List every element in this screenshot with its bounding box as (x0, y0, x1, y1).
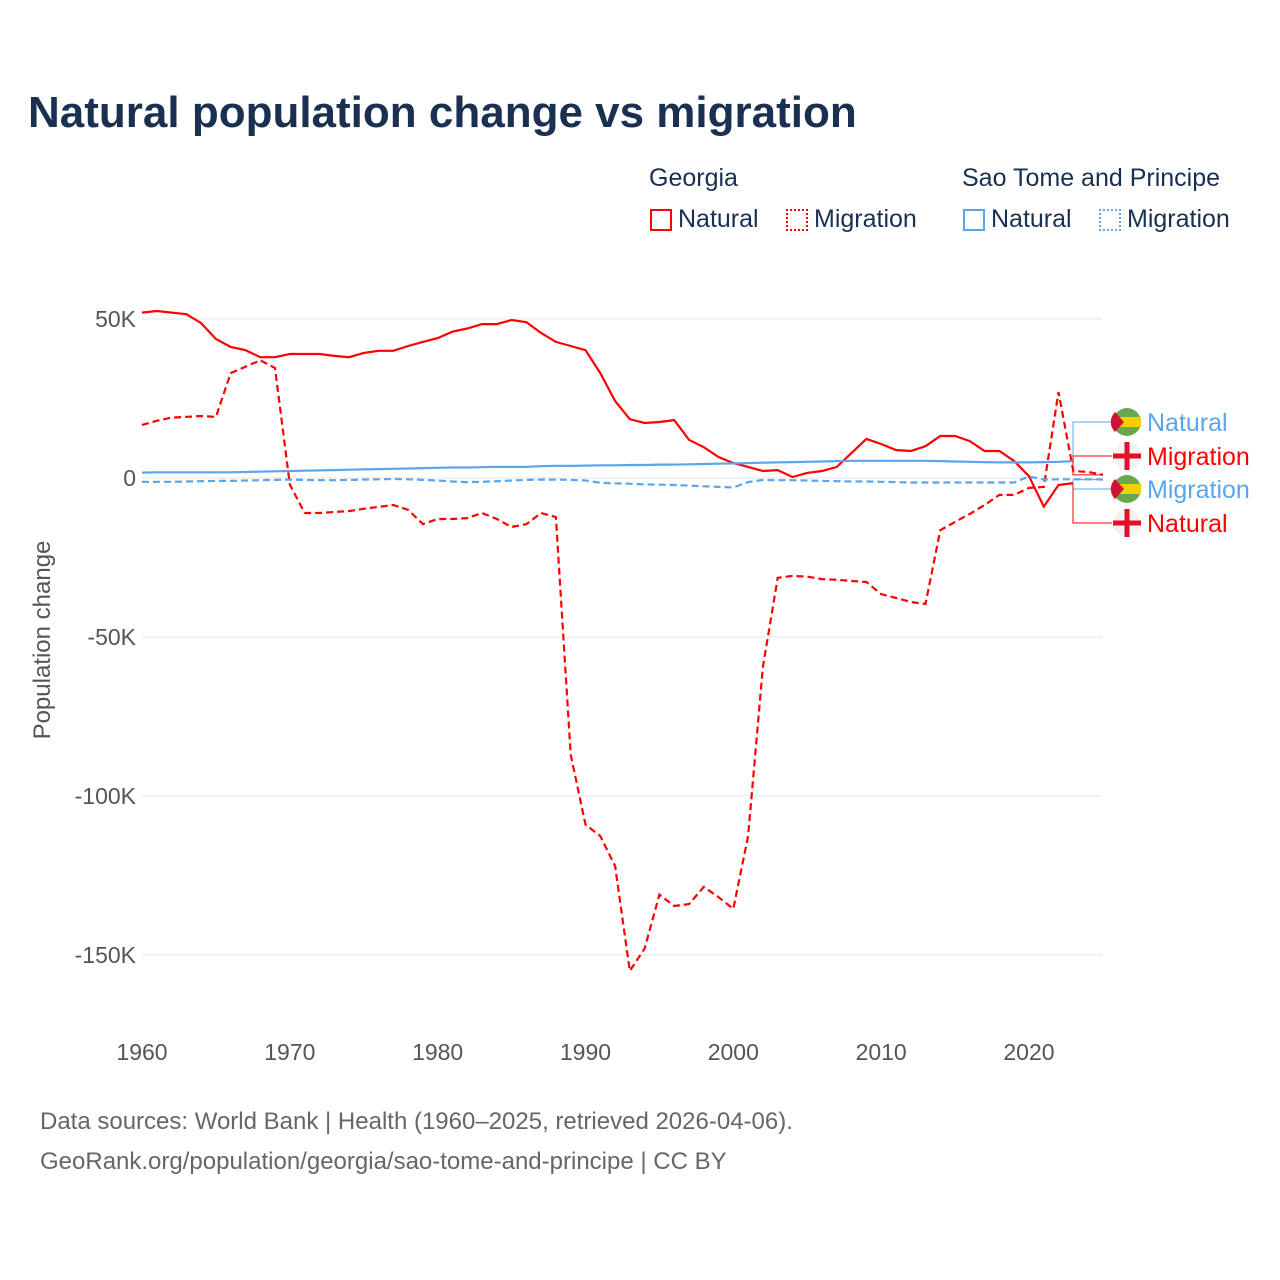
legend-label: Natural (678, 205, 759, 233)
swatch-dotted-icon (786, 208, 808, 231)
legend-group-georgia: Georgia (649, 164, 738, 192)
label-leader-line (1072, 482, 1112, 524)
series-line-sao-tome-and-principe-migration (142, 475, 1103, 489)
swatch-solid-icon (963, 208, 985, 231)
x-tick-label: 1960 (116, 1039, 167, 1065)
sao-tome-flag-icon (1110, 475, 1141, 503)
x-tick-label: 2000 (708, 1039, 759, 1065)
georgia-flag-icon (1113, 509, 1141, 537)
x-tick-label: 2020 (1003, 1039, 1054, 1065)
label-leader-line (1072, 421, 1112, 462)
chart-title: Natural population change vs migration (28, 88, 857, 137)
label-leader-line (1072, 455, 1112, 476)
series-line-sao-tome-and-principe-natural (141, 459, 1074, 474)
x-tick-label: 1970 (264, 1039, 315, 1065)
swatch-dotted-icon (1099, 208, 1121, 231)
label-leader-line (1072, 479, 1112, 490)
legend-group-stp: Sao Tome and Principe (962, 164, 1221, 192)
footer-sources: Data sources: World Bank | Health (1960–… (40, 1108, 793, 1135)
y-tick-label: -50K (87, 624, 136, 650)
x-tick-label: 1990 (560, 1039, 611, 1065)
y-tick-label: -100K (75, 783, 137, 809)
sao-tome-flag-icon (1110, 408, 1141, 436)
swatch-solid-icon (650, 208, 672, 231)
end-label: Migration (1147, 476, 1250, 504)
legend-georgia-migration[interactable]: Migration (786, 205, 917, 234)
legend-label: Migration (1127, 205, 1230, 233)
legend-stp-migration[interactable]: Migration (1099, 205, 1230, 234)
end-label: Natural (1147, 510, 1228, 538)
x-tick-label: 1980 (412, 1039, 463, 1065)
end-label: Migration (1147, 443, 1250, 471)
footer-link[interactable]: GeoRank.org/population/georgia/sao-tome-… (40, 1148, 727, 1175)
y-tick-label: 0 (123, 465, 136, 491)
legend-label: Natural (991, 205, 1072, 233)
series-line-georgia-migration (141, 359, 1104, 974)
y-tick-label: 50K (95, 306, 137, 332)
legend-label: Migration (814, 205, 917, 233)
end-label: Natural (1147, 409, 1228, 437)
legend-stp-natural[interactable]: Natural (963, 205, 1072, 234)
y-axis-label: Population change (29, 541, 56, 740)
series-line-georgia-natural (141, 309, 1074, 509)
x-tick-label: 2010 (856, 1039, 907, 1065)
legend-georgia-natural[interactable]: Natural (650, 205, 759, 234)
y-tick-label: -150K (75, 942, 137, 968)
georgia-flag-icon (1113, 442, 1141, 470)
